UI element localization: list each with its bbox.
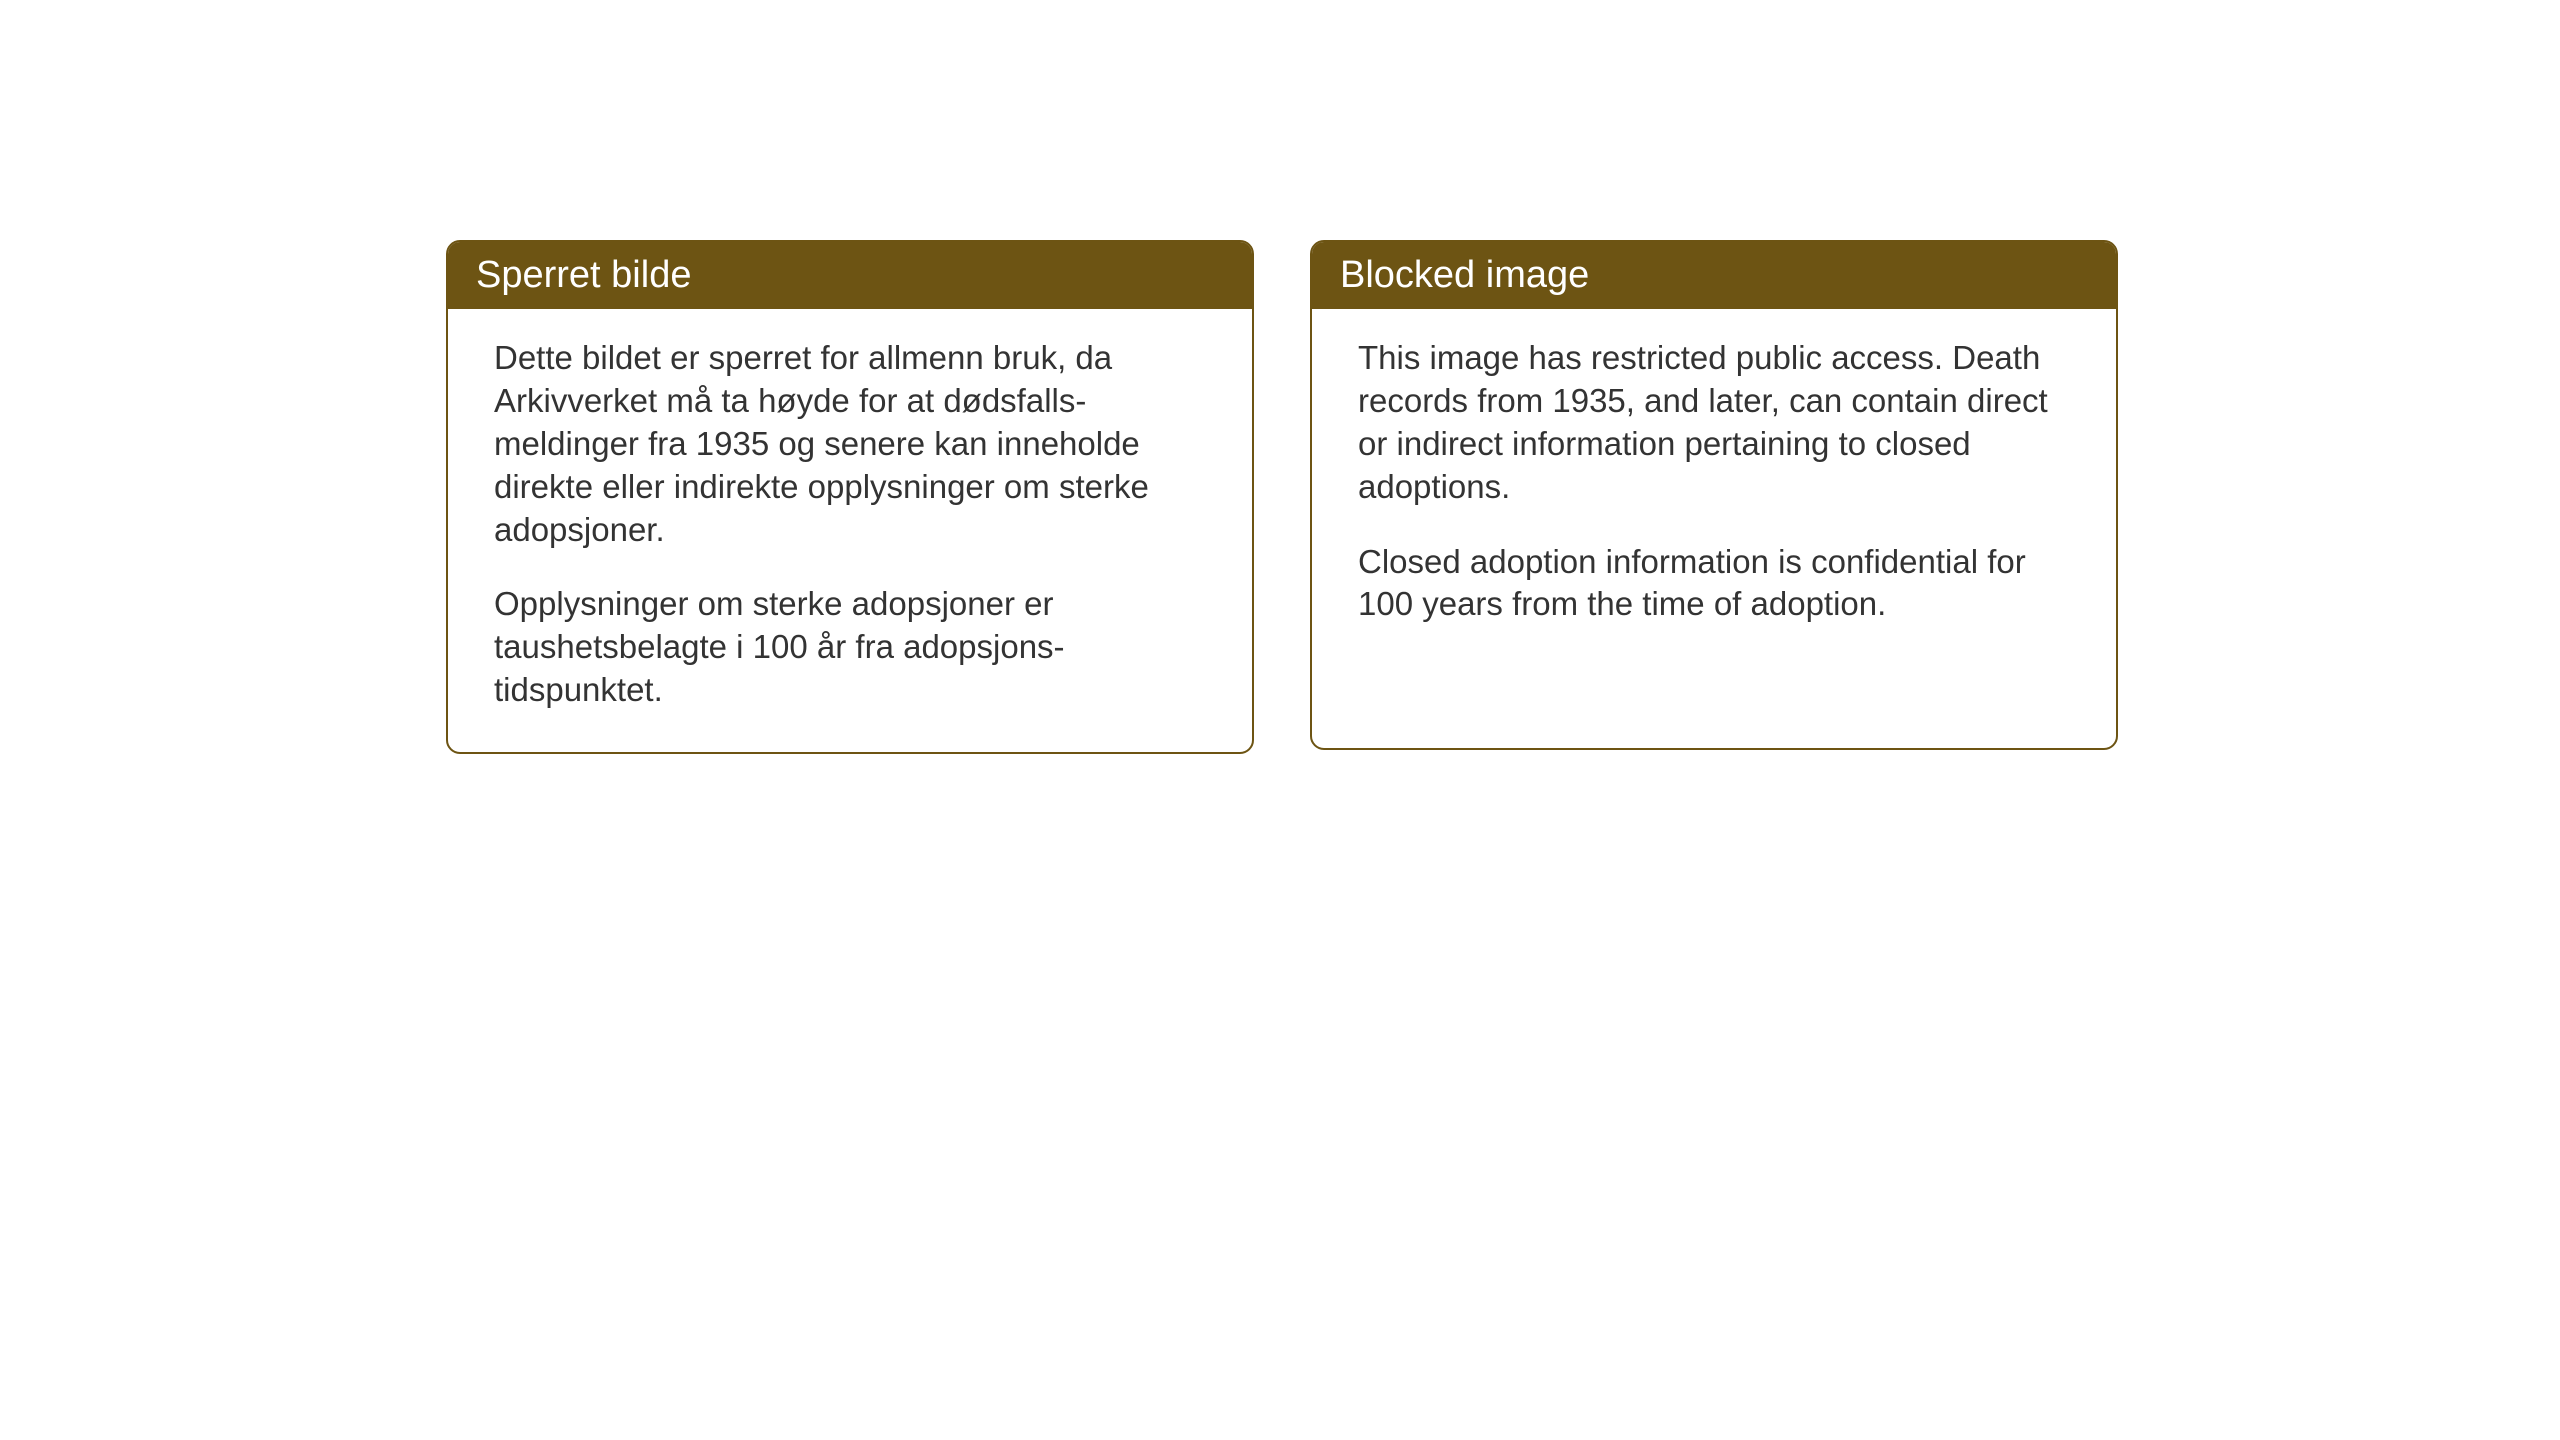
notice-paragraph: Closed adoption information is confident… [1358,541,2070,627]
notice-container: Sperret bilde Dette bildet er sperret fo… [446,240,2118,754]
notice-card-norwegian: Sperret bilde Dette bildet er sperret fo… [446,240,1254,754]
notice-body-english: This image has restricted public access.… [1312,309,2116,666]
notice-card-english: Blocked image This image has restricted … [1310,240,2118,750]
notice-paragraph: Opplysninger om sterke adopsjoner er tau… [494,583,1206,712]
notice-header-english: Blocked image [1312,242,2116,309]
notice-paragraph: This image has restricted public access.… [1358,337,2070,509]
notice-header-norwegian: Sperret bilde [448,242,1252,309]
notice-paragraph: Dette bildet er sperret for allmenn bruk… [494,337,1206,551]
notice-body-norwegian: Dette bildet er sperret for allmenn bruk… [448,309,1252,752]
